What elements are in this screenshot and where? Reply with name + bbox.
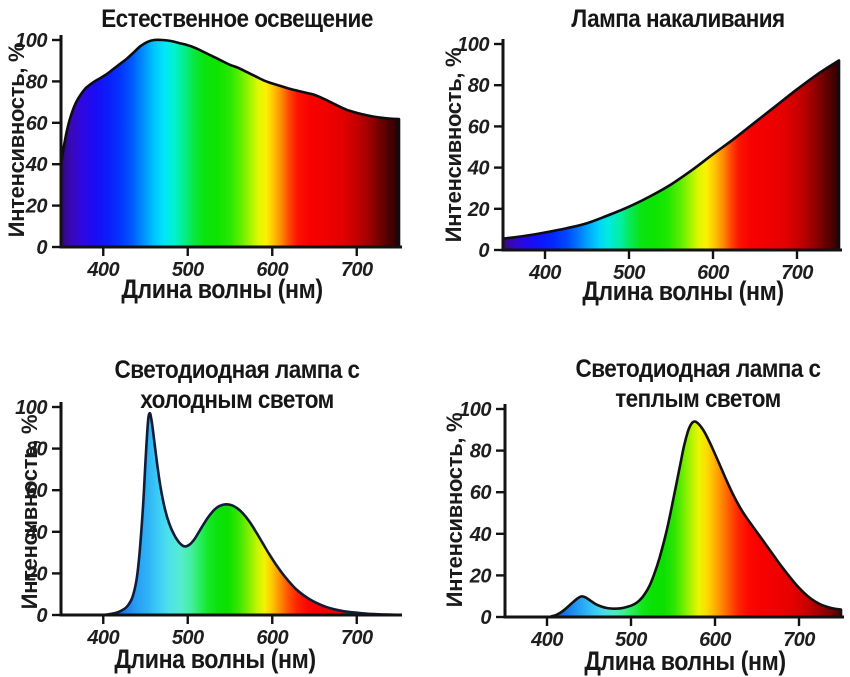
chart-title: Естественное освещение [101,5,373,33]
x-tick-label: 500 [615,629,647,651]
x-tick-label: 700 [781,262,813,284]
y-tick-label: 40 [25,522,48,544]
y-axis-label: Интенсивность, % [442,412,467,608]
x-tick-label: 600 [697,262,729,284]
y-tick-label: 0 [36,605,47,627]
y-tick-label: 80 [26,439,48,461]
y-tick-label: 60 [26,113,48,135]
chart-incandescent-lamp: 0 20 40 60 80 100 400 500 600 700 Лампа накаливан… [425,0,850,310]
x-tick-label: 400 [86,627,119,649]
x-axis-label: Длина волны (нм) [584,646,786,676]
y-tick-label: 20 [25,563,48,585]
chart-led-cold-light: 0 20 40 60 80 100 400 500 600 700 Светодиодная ла… [0,340,425,677]
chart-title: Лампа накаливания [571,5,785,33]
y-tick-label: 80 [470,441,492,463]
spectral-curve [59,38,401,249]
spectral-plot-svg: 0 20 40 60 80 100 400 500 600 700 [15,30,402,281]
chart-led-warm-light: 0 20 40 60 80 100 400 500 600 700 Светодиодная ла… [425,340,850,677]
x-tick-label: 700 [341,627,373,649]
y-tick-label: 60 [468,116,490,138]
x-tick-label: 500 [613,262,645,284]
y-tick-label: 100 [15,397,47,419]
y-tick-label: 0 [480,607,491,629]
x-tick-label: 400 [528,262,561,284]
y-tick-label: 0 [478,240,489,262]
chart-title: Светодиодная лампа с холодным светом [114,356,360,414]
x-tick-label: 700 [783,629,815,651]
y-axis-label: Интенсивность, % [17,414,42,610]
y-tick-label: 40 [25,154,48,176]
y-tick-label: 20 [469,565,492,587]
x-tick-label: 600 [699,629,731,651]
y-tick-label: 80 [26,71,48,93]
y-tick-label: 40 [467,158,490,180]
x-axis-label: Длина волны (нм) [121,274,323,304]
y-tick-label: 60 [26,480,48,502]
y-tick-label: 100 [459,399,491,421]
spectral-plot-svg: 0 20 40 60 80 100 400 500 600 700 [459,399,844,651]
chart-title: Светодиодная лампа с теплым светом [575,355,821,413]
y-tick-label: 0 [36,237,47,259]
y-tick-label: 100 [15,30,47,52]
y-tick-label: 20 [467,199,490,221]
chart-natural-lighting: 0 20 40 60 80 100 400 500 600 700 Естественное ос… [0,0,425,310]
y-axis-label: Интенсивность, % [441,47,466,243]
spectral-curve [503,420,843,619]
spectral-curve [501,59,841,252]
x-tick-label: 400 [86,259,119,281]
x-tick-label: 500 [172,259,204,281]
y-axis-label: Интенсивность, % [4,42,29,238]
y-tick-label: 20 [25,196,48,218]
x-tick-label: 400 [530,629,563,651]
x-tick-label: 600 [256,259,288,281]
x-axis-label: Длина волны (нм) [114,644,316,674]
y-tick-label: 60 [470,482,492,504]
x-tick-label: 500 [172,627,204,649]
spectral-plot-svg: 0 20 40 60 80 100 400 500 600 700 [15,397,402,649]
spectral-curve [59,411,401,617]
x-tick-label: 600 [256,627,288,649]
y-tick-label: 100 [457,34,489,56]
x-axis-label: Длина волны (нм) [582,276,784,306]
y-tick-label: 80 [468,75,490,97]
x-tick-label: 700 [341,259,373,281]
spectral-plot-svg: 0 20 40 60 80 100 400 500 600 700 [457,34,842,284]
y-tick-label: 40 [469,524,492,546]
